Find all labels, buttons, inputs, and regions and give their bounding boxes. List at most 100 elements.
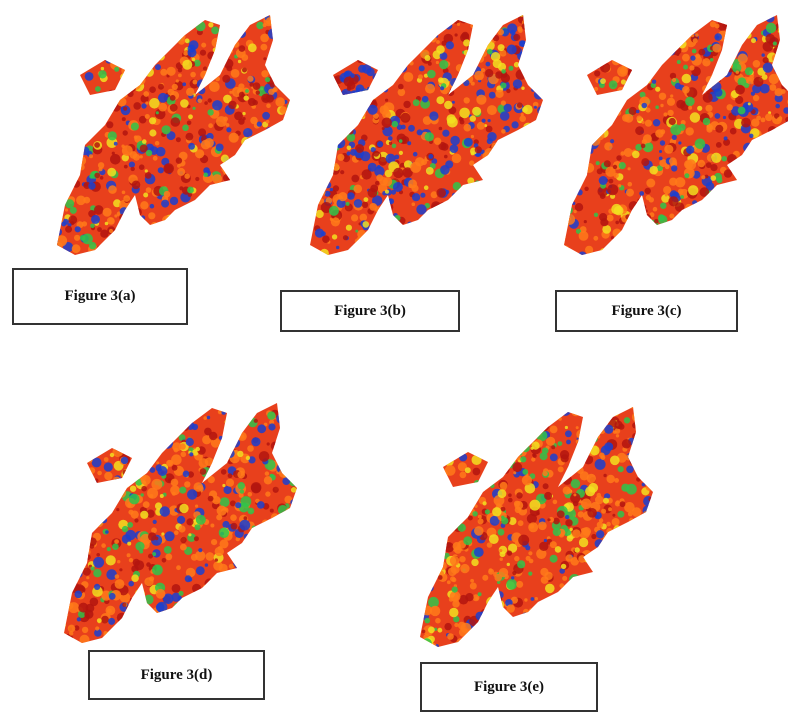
- speckle: [274, 133, 278, 137]
- speckle: [607, 535, 611, 539]
- speckle: [104, 24, 112, 32]
- speckle: [383, 177, 392, 186]
- speckle: [326, 122, 335, 131]
- speckle: [154, 17, 160, 23]
- speckle: [48, 136, 57, 145]
- speckle: [648, 497, 652, 501]
- speckle: [260, 525, 265, 530]
- speckle: [485, 205, 491, 211]
- speckle: [563, 1, 572, 10]
- speckle: [91, 566, 95, 570]
- speckle: [74, 5, 79, 10]
- speckle: [143, 501, 150, 508]
- speckle: [649, 466, 654, 471]
- speckle: [746, 241, 751, 246]
- speckle: [639, 466, 642, 469]
- speckle: [461, 623, 472, 634]
- speckle: [393, 32, 403, 42]
- speckle: [399, 255, 406, 262]
- speckle: [435, 34, 439, 38]
- speckle: [281, 66, 286, 71]
- speckle: [117, 97, 126, 106]
- speckle: [377, 239, 380, 242]
- speckle: [618, 616, 628, 626]
- speckle: [625, 535, 635, 545]
- speckle: [96, 246, 104, 254]
- speckle: [598, 29, 604, 35]
- speckle: [483, 195, 493, 205]
- speckle: [604, 610, 610, 616]
- speckle: [95, 641, 101, 647]
- speckle: [101, 616, 109, 624]
- speckle: [245, 89, 249, 93]
- speckle: [622, 15, 626, 19]
- speckle: [282, 447, 291, 456]
- speckle: [432, 554, 443, 565]
- speckle: [629, 518, 633, 522]
- speckle: [719, 73, 723, 77]
- speckle: [122, 225, 127, 230]
- speckle: [303, 200, 310, 207]
- speckle: [101, 67, 104, 70]
- speckle: [419, 222, 425, 228]
- speckle: [774, 8, 782, 16]
- speckle: [453, 405, 460, 412]
- speckle: [620, 501, 626, 507]
- speckle: [390, 245, 394, 249]
- speckle: [51, 591, 57, 597]
- speckle: [382, 118, 392, 128]
- speckle: [179, 591, 184, 596]
- speckle: [607, 611, 616, 620]
- speckle: [81, 134, 86, 139]
- speckle: [68, 514, 73, 519]
- speckle: [494, 600, 505, 611]
- speckle: [98, 70, 106, 78]
- speckle: [282, 422, 292, 432]
- speckle: [598, 36, 607, 45]
- speckle: [188, 143, 195, 150]
- speckle: [102, 24, 108, 30]
- speckle: [729, 218, 737, 226]
- speckle: [522, 444, 530, 452]
- speckle: [777, 58, 786, 67]
- speckle: [406, 257, 411, 262]
- speckle: [228, 440, 231, 443]
- speckle: [601, 455, 606, 460]
- speckle: [265, 471, 269, 475]
- speckle: [158, 84, 164, 90]
- speckle: [171, 454, 182, 465]
- speckle: [303, 60, 313, 70]
- speckle: [238, 30, 246, 38]
- speckle: [727, 238, 733, 244]
- speckle: [465, 467, 471, 473]
- speckle: [200, 468, 207, 475]
- speckle: [482, 152, 491, 161]
- speckle: [317, 98, 328, 109]
- speckle: [176, 79, 179, 82]
- speckle: [264, 606, 273, 615]
- speckle: [599, 24, 608, 33]
- speckle: [76, 526, 79, 529]
- speckle: [288, 156, 291, 159]
- speckle: [532, 75, 541, 84]
- speckle: [559, 253, 568, 262]
- speckle: [157, 399, 163, 405]
- speckle: [518, 520, 524, 526]
- speckle: [597, 123, 603, 129]
- speckle: [264, 476, 272, 484]
- speckle: [193, 622, 200, 629]
- speckle: [374, 220, 380, 226]
- speckle: [164, 253, 174, 263]
- speckle: [762, 14, 766, 18]
- speckle: [782, 212, 788, 219]
- speckle: [516, 633, 526, 643]
- speckle: [501, 516, 504, 519]
- speckle: [627, 254, 633, 260]
- speckle: [632, 210, 639, 217]
- speckle: [116, 438, 119, 441]
- speckle: [429, 230, 434, 235]
- speckle: [396, 14, 401, 19]
- speckle: [636, 599, 641, 604]
- speckle: [160, 427, 163, 430]
- speckle: [631, 520, 642, 531]
